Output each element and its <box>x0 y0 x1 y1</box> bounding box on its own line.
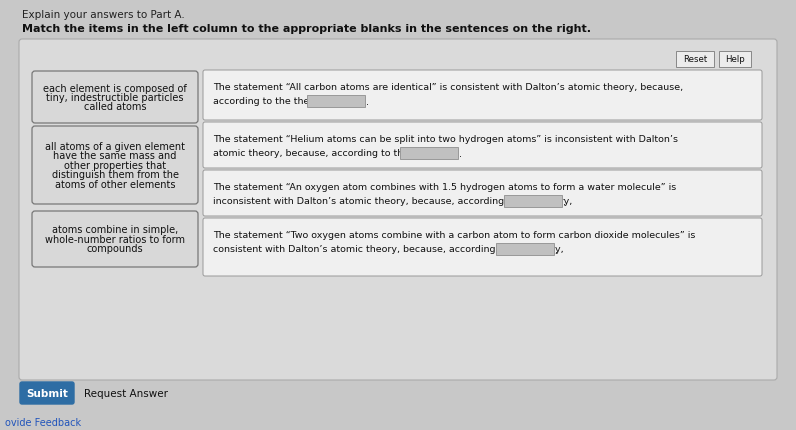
FancyBboxPatch shape <box>496 243 554 255</box>
Text: The statement “An oxygen atom combines with 1.5 hydrogen atoms to form a water m: The statement “An oxygen atom combines w… <box>213 183 677 191</box>
Text: have the same mass and: have the same mass and <box>53 151 177 161</box>
FancyBboxPatch shape <box>676 52 714 68</box>
Text: distinguish them from the: distinguish them from the <box>52 170 178 180</box>
Text: atoms of other elements: atoms of other elements <box>55 180 175 190</box>
Text: .: . <box>366 97 369 107</box>
Text: Match the items in the left column to the appropriate blanks in the sentences on: Match the items in the left column to th… <box>22 24 591 34</box>
Text: all atoms of a given element: all atoms of a given element <box>45 141 185 152</box>
FancyBboxPatch shape <box>20 382 74 404</box>
Text: whole-number ratios to form: whole-number ratios to form <box>45 234 185 244</box>
Text: compounds: compounds <box>87 244 143 254</box>
FancyBboxPatch shape <box>32 72 198 124</box>
Text: .: . <box>458 149 462 159</box>
Text: consistent with Dalton’s atomic theory, because, according to the theory,: consistent with Dalton’s atomic theory, … <box>213 244 564 253</box>
FancyBboxPatch shape <box>307 96 365 108</box>
Text: Submit: Submit <box>26 388 68 398</box>
FancyBboxPatch shape <box>19 40 777 380</box>
FancyBboxPatch shape <box>32 127 198 205</box>
FancyBboxPatch shape <box>203 123 762 169</box>
FancyBboxPatch shape <box>203 218 762 276</box>
Text: atoms combine in simple,: atoms combine in simple, <box>52 225 178 235</box>
Text: Help: Help <box>725 55 745 64</box>
Text: Reset: Reset <box>683 55 707 64</box>
Text: other properties that: other properties that <box>64 161 166 171</box>
Text: Request Answer: Request Answer <box>84 388 168 398</box>
Text: The statement “Two oxygen atoms combine with a carbon atom to form carbon dioxid: The statement “Two oxygen atoms combine … <box>213 230 696 240</box>
FancyBboxPatch shape <box>400 147 458 160</box>
FancyBboxPatch shape <box>203 171 762 216</box>
FancyBboxPatch shape <box>719 52 751 68</box>
Text: atomic theory, because, according to the theory,: atomic theory, because, according to the… <box>213 149 446 158</box>
FancyBboxPatch shape <box>504 196 562 208</box>
FancyBboxPatch shape <box>203 71 762 121</box>
Text: inconsistent with Dalton’s atomic theory, because, according to the theory,: inconsistent with Dalton’s atomic theory… <box>213 197 572 206</box>
Text: The statement “All carbon atoms are identical” is consistent with Dalton’s atomi: The statement “All carbon atoms are iden… <box>213 83 683 92</box>
Text: .: . <box>563 197 566 206</box>
Text: called atoms: called atoms <box>84 102 146 112</box>
FancyBboxPatch shape <box>32 212 198 267</box>
Text: tiny, indestructible particles: tiny, indestructible particles <box>46 93 184 103</box>
Text: Explain your answers to Part A.: Explain your answers to Part A. <box>22 10 185 20</box>
Text: .: . <box>555 244 558 255</box>
Text: ovide Feedback: ovide Feedback <box>5 417 81 427</box>
Text: The statement “Helium atoms can be split into two hydrogen atoms” is inconsisten: The statement “Helium atoms can be split… <box>213 135 678 144</box>
Text: each element is composed of: each element is composed of <box>43 83 187 93</box>
Text: according to the theory,: according to the theory, <box>213 97 328 106</box>
